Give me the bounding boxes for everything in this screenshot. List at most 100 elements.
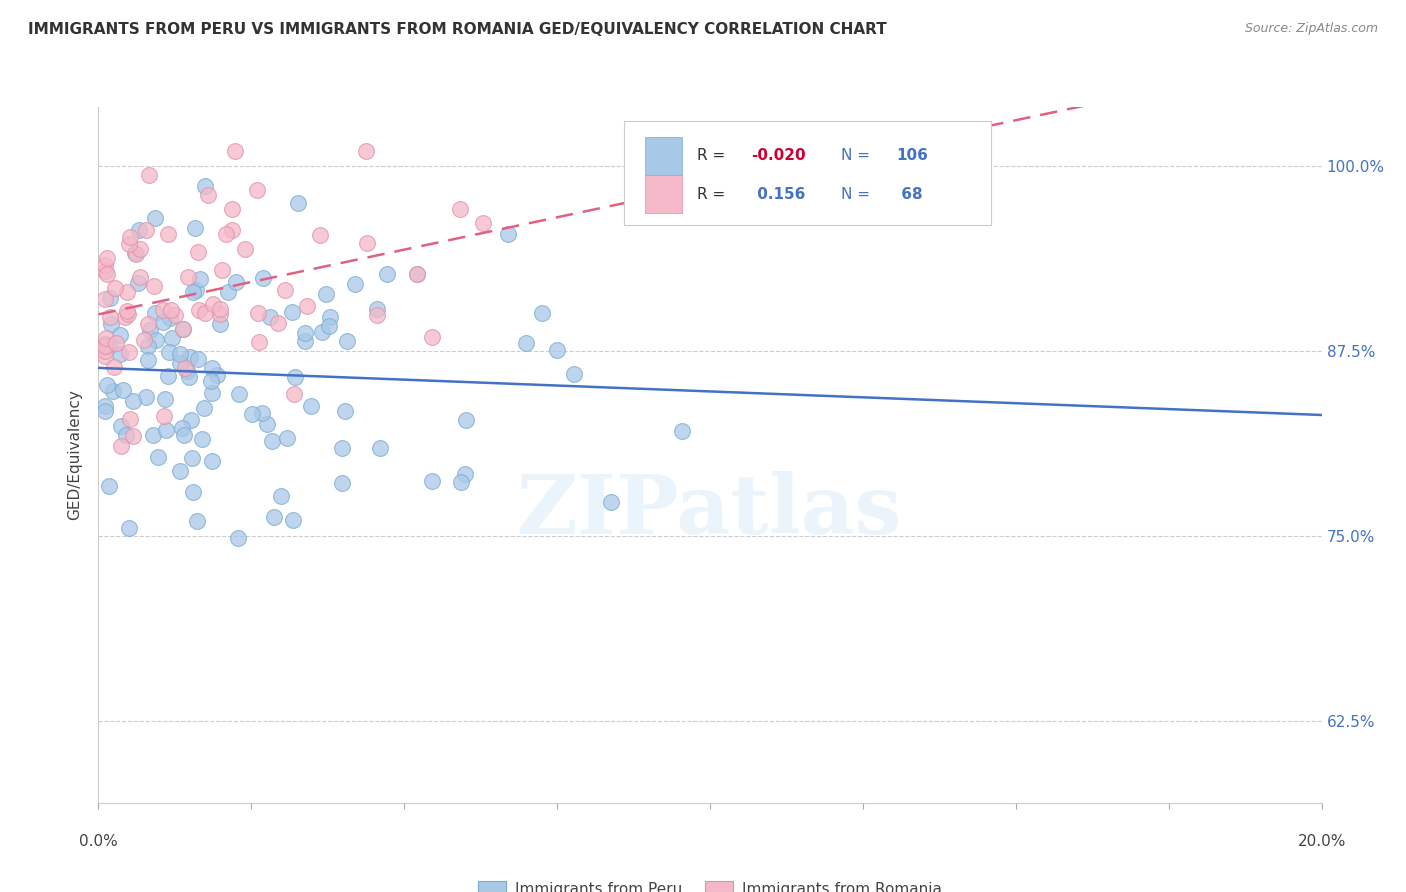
Point [127, 276, 149, 290]
Point [221, 223, 243, 237]
Point [93, 399, 115, 413]
Point [93, 292, 115, 306]
Point [420, 329, 443, 343]
Point [128, 242, 150, 256]
Point [181, 450, 204, 465]
Text: 0.0%: 0.0% [79, 834, 118, 849]
Point [174, 361, 197, 376]
Point [125, 247, 148, 261]
Point [366, 309, 388, 323]
Point [93, 403, 115, 417]
Point [93, 344, 115, 359]
Point [163, 309, 186, 323]
Point [138, 318, 160, 332]
Point [228, 531, 250, 545]
Point [228, 387, 250, 401]
Point [187, 244, 209, 259]
Text: 0.156: 0.156 [752, 186, 806, 202]
Point [110, 418, 132, 433]
Point [375, 267, 398, 281]
Point [197, 187, 219, 202]
Point [98, 310, 121, 324]
Point [515, 335, 537, 350]
Point [188, 272, 211, 286]
Point [315, 287, 337, 301]
Point [319, 310, 342, 324]
Point [111, 383, 134, 397]
Point [205, 368, 228, 382]
Point [96, 377, 118, 392]
Point [256, 417, 278, 431]
Point [169, 464, 191, 478]
Point [299, 400, 322, 414]
Point [449, 202, 471, 216]
Point [259, 310, 281, 324]
Point [94, 339, 117, 353]
Point [200, 454, 222, 468]
Point [104, 281, 127, 295]
Point [309, 227, 332, 242]
Point [187, 352, 209, 367]
Point [118, 521, 141, 535]
Text: R =: R = [696, 186, 730, 202]
Text: 68: 68 [896, 186, 922, 202]
Point [294, 334, 316, 348]
Text: R =: R = [696, 148, 730, 163]
Point [200, 374, 222, 388]
Point [148, 450, 170, 464]
Point [209, 302, 232, 317]
Point [194, 305, 217, 319]
Point [97, 479, 120, 493]
Point [142, 428, 165, 442]
Point [115, 428, 138, 442]
Point [93, 349, 115, 363]
Point [93, 338, 115, 352]
Point [114, 310, 136, 325]
Point [103, 360, 125, 375]
Point [152, 303, 174, 318]
Point [183, 484, 205, 499]
Point [186, 283, 208, 297]
Point [157, 368, 180, 383]
Point [122, 428, 145, 442]
Point [263, 510, 285, 524]
Point [356, 235, 378, 250]
Text: 106: 106 [896, 148, 928, 163]
Point [284, 370, 307, 384]
Point [155, 424, 177, 438]
Point [208, 317, 231, 331]
Legend: Immigrants from Peru, Immigrants from Romania: Immigrants from Peru, Immigrants from Ro… [472, 875, 948, 892]
Point [221, 202, 243, 216]
Point [93, 258, 115, 272]
Point [139, 323, 162, 337]
Point [94, 331, 117, 345]
Point [599, 495, 621, 509]
Point [262, 434, 284, 449]
Point [330, 442, 353, 456]
Point [138, 168, 160, 182]
Text: N =: N = [841, 148, 875, 163]
Point [152, 315, 174, 329]
Point [117, 285, 139, 300]
Point [172, 322, 194, 336]
Point [454, 413, 477, 427]
Point [157, 345, 180, 359]
Point [179, 350, 201, 364]
Point [135, 390, 157, 404]
Point [159, 302, 181, 317]
Y-axis label: GED/Equivalency: GED/Equivalency [67, 390, 83, 520]
Point [136, 339, 159, 353]
Point [103, 384, 125, 398]
Point [201, 386, 224, 401]
Point [172, 420, 194, 434]
Point [250, 406, 273, 420]
Point [211, 262, 233, 277]
Point [153, 392, 176, 406]
Point [179, 370, 201, 384]
Point [184, 220, 207, 235]
Point [333, 404, 356, 418]
Point [100, 317, 122, 331]
Point [181, 285, 204, 299]
Point [472, 216, 495, 230]
Point [215, 227, 238, 241]
